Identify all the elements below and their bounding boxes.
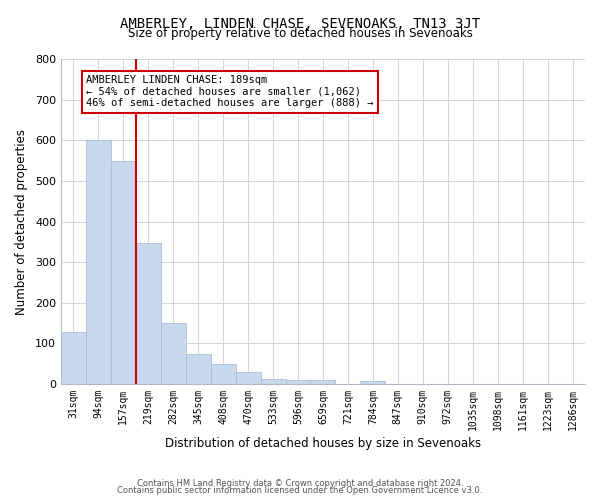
Bar [310, 380, 335, 384]
X-axis label: Distribution of detached houses by size in Sevenoaks: Distribution of detached houses by size … [165, 437, 481, 450]
Bar [236, 372, 260, 384]
Bar [161, 323, 186, 384]
Text: Size of property relative to detached houses in Sevenoaks: Size of property relative to detached ho… [128, 28, 472, 40]
Bar [286, 380, 310, 384]
Bar [361, 381, 385, 384]
Bar [186, 354, 211, 384]
Bar [86, 140, 111, 384]
Bar [61, 332, 86, 384]
Text: Contains HM Land Registry data © Crown copyright and database right 2024.: Contains HM Land Registry data © Crown c… [137, 478, 463, 488]
Bar [136, 242, 161, 384]
Text: Contains public sector information licensed under the Open Government Licence v3: Contains public sector information licen… [118, 486, 482, 495]
Bar [111, 160, 136, 384]
Y-axis label: Number of detached properties: Number of detached properties [15, 128, 28, 314]
Bar [211, 364, 236, 384]
Text: AMBERLEY LINDEN CHASE: 189sqm
← 54% of detached houses are smaller (1,062)
46% o: AMBERLEY LINDEN CHASE: 189sqm ← 54% of d… [86, 76, 373, 108]
Bar [260, 379, 286, 384]
Text: AMBERLEY, LINDEN CHASE, SEVENOAKS, TN13 3JT: AMBERLEY, LINDEN CHASE, SEVENOAKS, TN13 … [120, 18, 480, 32]
